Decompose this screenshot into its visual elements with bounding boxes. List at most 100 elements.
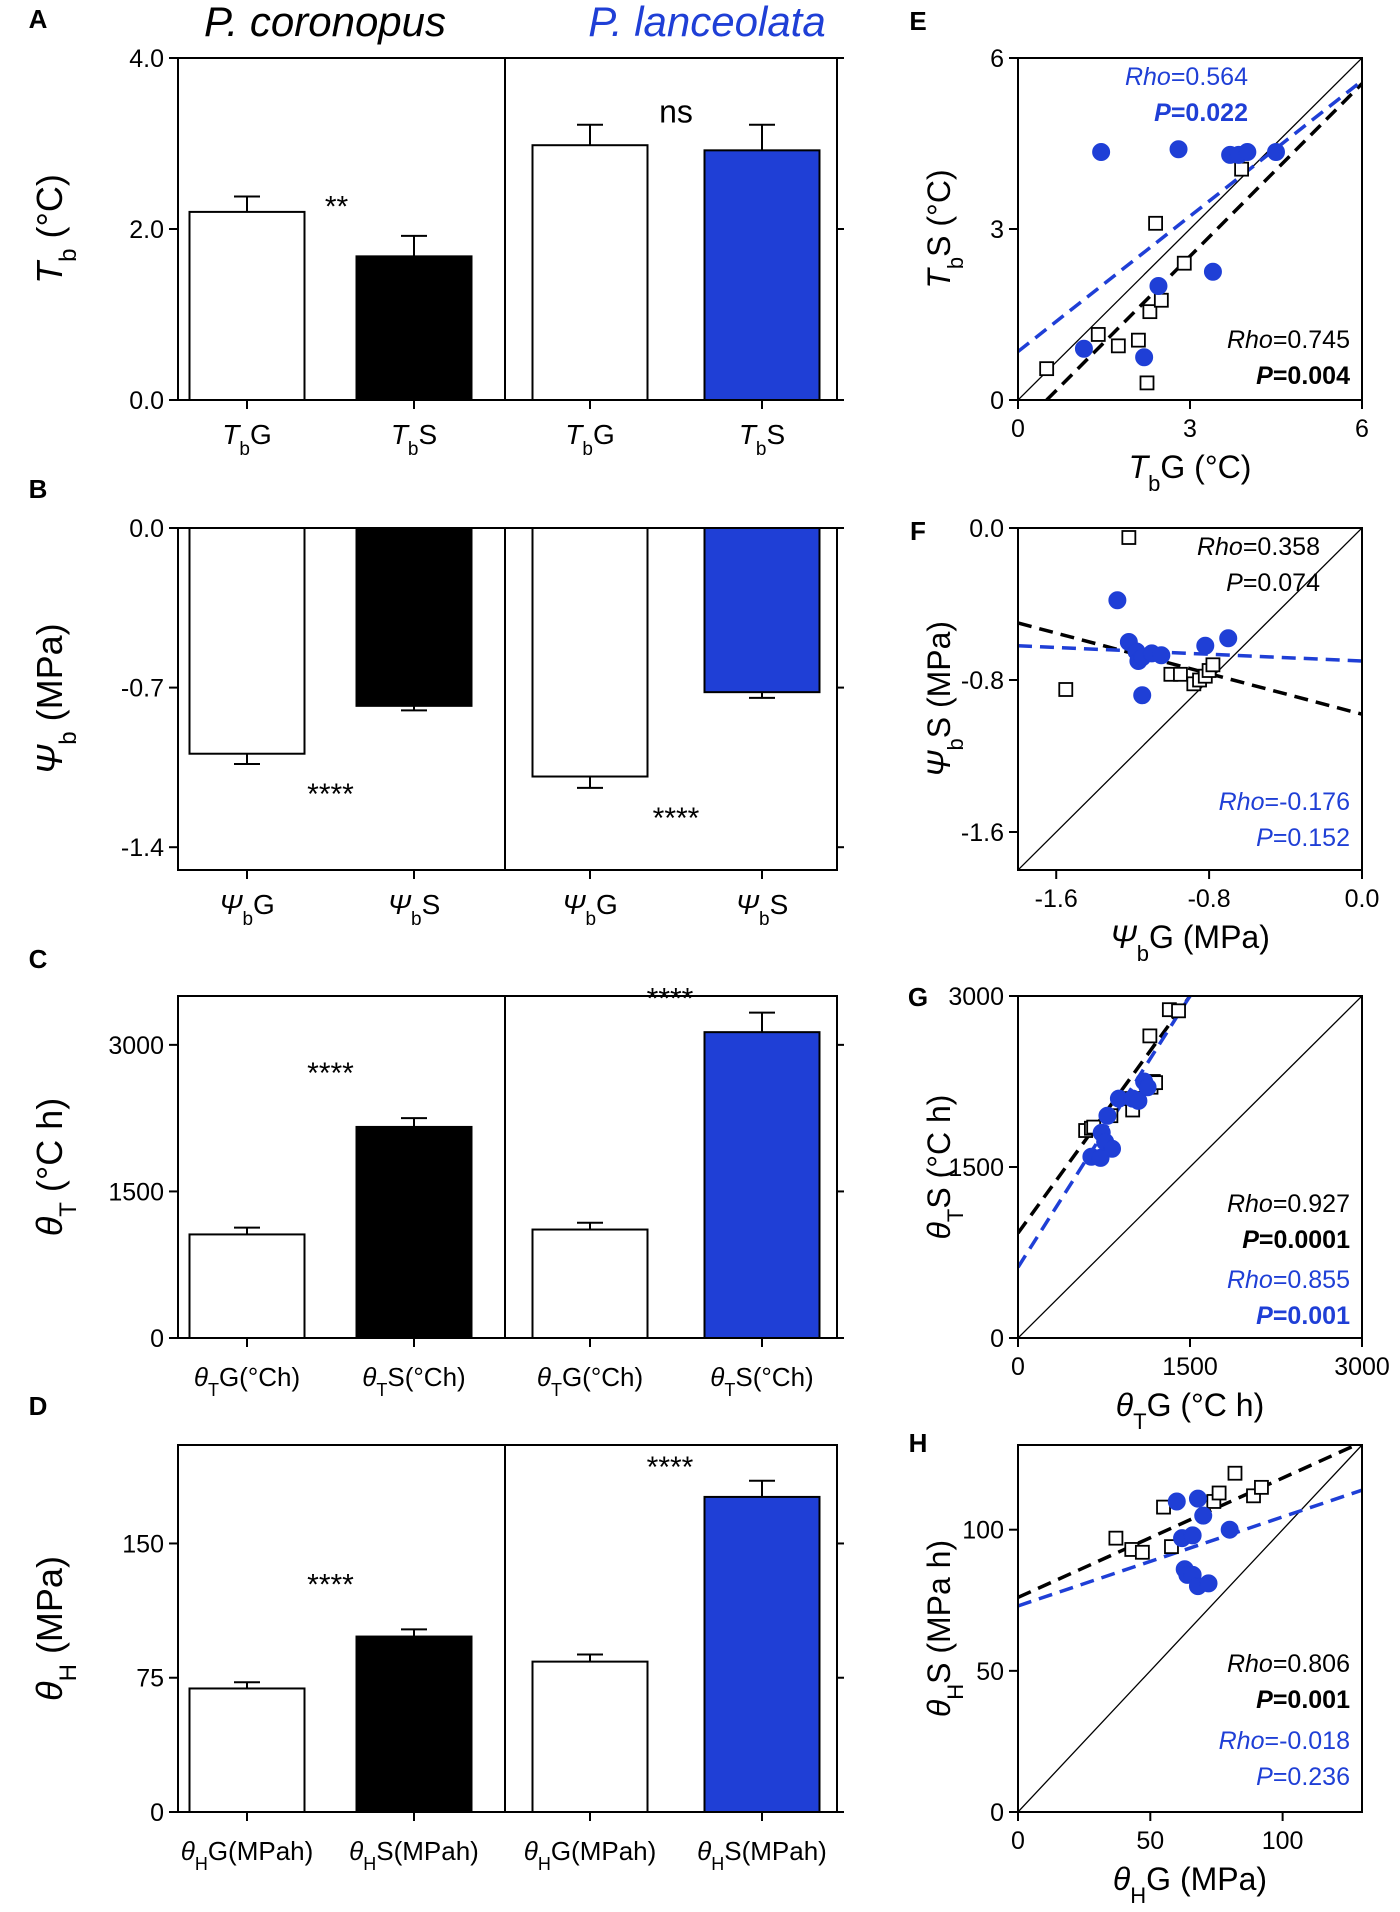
data-point-circle xyxy=(1152,646,1171,665)
y-axis-label-rest: (MPa) xyxy=(29,1556,70,1664)
y-tick-label: -0.8 xyxy=(961,667,1004,695)
stat-p-value: =0.022 xyxy=(1171,99,1248,127)
stat-rho-value: =0.806 xyxy=(1273,1650,1350,1678)
panel-label-G: G xyxy=(908,982,928,1012)
bar xyxy=(355,1125,473,1339)
x-category-label-sub: b xyxy=(585,909,596,930)
x-category-label-rest: S(°Ch) xyxy=(735,1362,813,1392)
x-tick-label: -1.6 xyxy=(1035,885,1078,913)
x-category-label-sub: b xyxy=(582,439,593,460)
stat-rho-label: Rho xyxy=(1227,1190,1273,1218)
regression-line xyxy=(1018,996,1192,1235)
x-axis-label-main: θ xyxy=(1116,1387,1134,1423)
x-tick-label: 0 xyxy=(1011,415,1025,443)
bar-panels: A0.02.04.0Tb (°C)TbG TbS**TbG TbSnsB0.0-0.… xyxy=(29,4,844,1874)
data-point-circle xyxy=(1199,1574,1218,1593)
y-axis-label-main: T xyxy=(921,267,957,289)
data-point-square xyxy=(1121,530,1137,545)
y-axis-label-main: T xyxy=(29,259,70,284)
x-tick-label: 0.0 xyxy=(1345,885,1380,913)
x-category-label-sub: b xyxy=(759,909,770,930)
x-category-label: ΨbS xyxy=(388,889,441,930)
x-category-label: ΨbG xyxy=(562,889,618,930)
y-axis-label: Tb (°C) xyxy=(29,174,82,284)
stat-p: P=0.004 xyxy=(1256,362,1350,390)
data-point-square xyxy=(1153,292,1169,308)
x-category-label-sub: T xyxy=(551,1380,562,1400)
x-axis-label: ΨbG (MPa) xyxy=(1110,919,1270,966)
y-tick-label: 0 xyxy=(150,1799,164,1827)
bar xyxy=(188,210,306,401)
y-axis-label-rest: (°C) xyxy=(29,174,70,248)
stat-rho-label: Rho xyxy=(1197,533,1243,561)
data-point-square xyxy=(1039,361,1055,377)
x-category-label-sub: b xyxy=(408,439,419,460)
stat-rho-label: Rho xyxy=(1227,1650,1273,1678)
significance-label: ** xyxy=(325,191,349,224)
y-tick-label: 1500 xyxy=(948,1154,1004,1182)
x-axis-label-main: T xyxy=(1129,449,1151,485)
y-tick-label: 0 xyxy=(990,387,1004,415)
data-point-square xyxy=(1254,1479,1269,1495)
x-axis-label-rest: G (°C h) xyxy=(1147,1387,1265,1423)
stat-rho-label: Rho xyxy=(1219,1727,1265,1755)
stat-p: P=0.022 xyxy=(1154,99,1248,127)
stat-rho: Rho=0.855 xyxy=(1227,1266,1350,1294)
panel-label-A: A xyxy=(29,4,48,34)
stat-p-label: P xyxy=(1256,1302,1273,1330)
bar xyxy=(531,144,649,401)
x-category-label-main: θ xyxy=(194,1362,208,1392)
y-axis-label-sub: H xyxy=(55,1664,82,1681)
stat-p: P=0.0001 xyxy=(1242,1226,1350,1254)
stat-rho-value: =-0.176 xyxy=(1265,788,1351,816)
identity-line xyxy=(1018,58,1362,400)
x-category-label-sub: b xyxy=(239,439,250,460)
x-category-label: θHS(MPah) xyxy=(697,1836,827,1874)
data-point-circle xyxy=(1129,1091,1148,1110)
data-point-square xyxy=(1173,666,1188,682)
data-point-square xyxy=(1227,1465,1243,1481)
significance-label: **** xyxy=(307,1057,354,1090)
data-point-circle xyxy=(1183,1526,1202,1545)
y-tick-label: -1.4 xyxy=(121,834,164,862)
x-category-label-main: θ xyxy=(181,1836,195,1866)
x-axis-label-sub: b xyxy=(1148,471,1160,496)
bar-panel-B: B0.0-0.7-1.4Ψb (MPa)ΨbG ΨbS****ΨbG ΨbS**** xyxy=(29,474,844,930)
x-axis-label-rest: G (MPa) xyxy=(1149,919,1270,955)
species-title-lanceolata: P. lanceolata xyxy=(588,0,825,45)
y-axis-label-rest: S (MPa h) xyxy=(921,1540,957,1684)
x-category-label-main: θ xyxy=(537,1362,551,1392)
data-point-circle xyxy=(1103,1139,1122,1158)
x-category-label-rest: S(MPah) xyxy=(376,1836,479,1866)
plot-frame xyxy=(1017,1444,1363,1813)
x-axis-label-sub: b xyxy=(1137,941,1149,966)
x-category-label-main: Ψ xyxy=(562,889,586,920)
x-axis-label-rest: G (MPa) xyxy=(1146,1861,1267,1897)
x-category-label-sub: H xyxy=(363,1854,376,1874)
y-tick-label: 2.0 xyxy=(129,216,164,244)
stat-p-label: P xyxy=(1256,1686,1273,1714)
data-point-circle xyxy=(1098,1106,1117,1125)
data-point-circle xyxy=(1108,591,1127,610)
stat-p-label: P xyxy=(1226,569,1243,597)
x-category-label-main: Ψ xyxy=(736,889,760,920)
y-axis-label: TbS (°C) xyxy=(921,169,968,288)
plot-frame-right xyxy=(504,995,838,1339)
data-point-square xyxy=(1110,338,1126,354)
stat-rho: Rho=-0.176 xyxy=(1219,788,1350,816)
y-axis-label: θTS (°C h) xyxy=(921,1095,968,1240)
y-axis-label-main: θ xyxy=(29,1216,70,1236)
stat-p-label: P xyxy=(1242,1226,1259,1254)
x-category-label-main: Ψ xyxy=(219,889,243,920)
x-category-label-sub: T xyxy=(724,1380,735,1400)
data-point-circle xyxy=(1092,143,1111,162)
bar xyxy=(188,1687,306,1813)
y-tick-label: 0.0 xyxy=(129,387,164,415)
stat-p-label: P xyxy=(1256,824,1273,852)
x-tick-label: -0.8 xyxy=(1188,885,1231,913)
data-point-square xyxy=(1176,255,1192,271)
x-category-label: θHG(MPah) xyxy=(181,1836,314,1874)
data-point-circle xyxy=(1188,1489,1207,1508)
y-tick-label: 3000 xyxy=(108,1032,164,1060)
